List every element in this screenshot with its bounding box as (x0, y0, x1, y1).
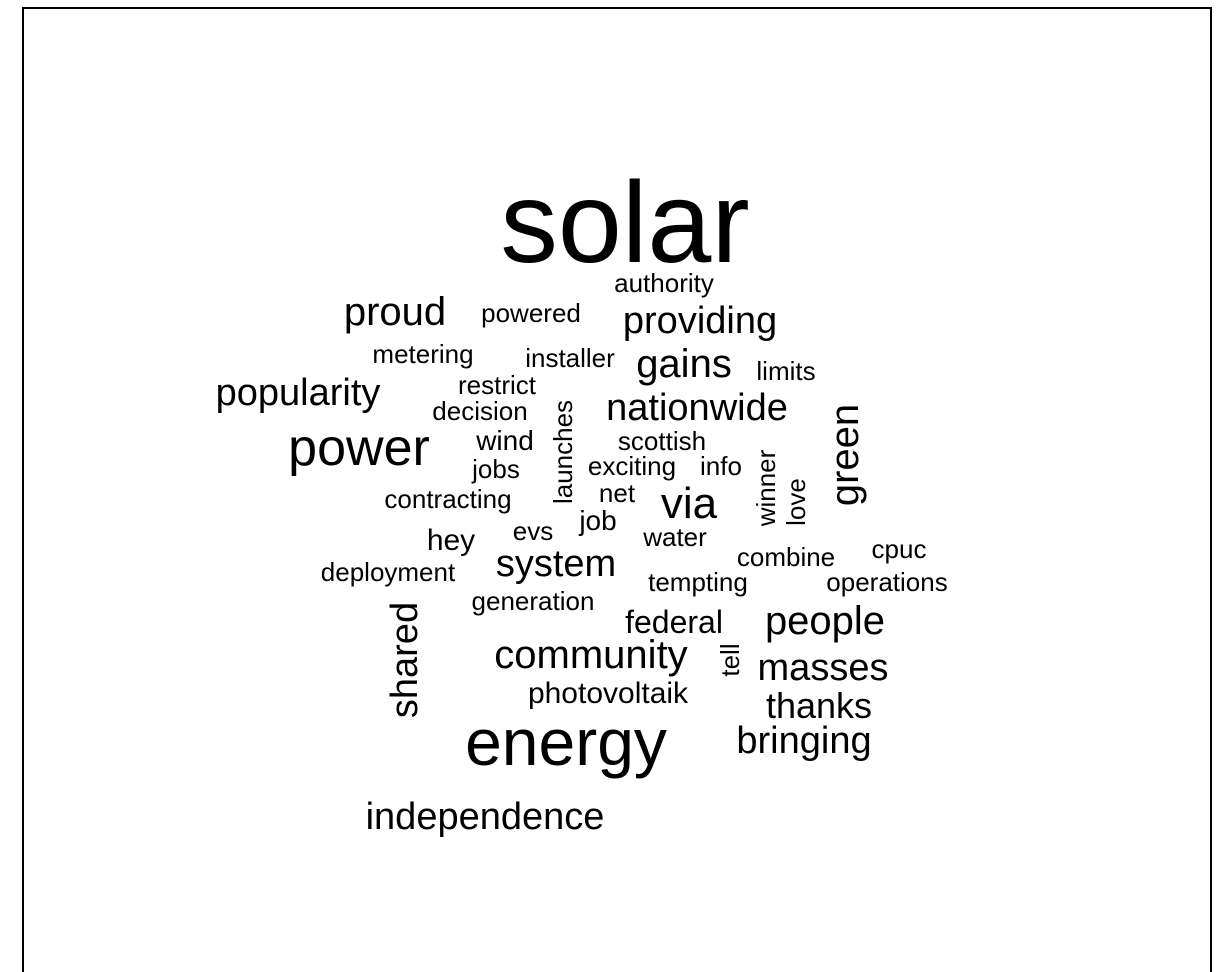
word: decision (432, 396, 527, 426)
word: operations (826, 567, 947, 597)
word: photovoltaik (528, 677, 689, 710)
word: job (578, 505, 616, 536)
word: deployment (321, 557, 456, 587)
word: water (642, 522, 707, 552)
word: evs (513, 516, 553, 546)
word: community (494, 633, 687, 677)
word: jobs (471, 454, 520, 484)
word: winner (751, 449, 781, 527)
word: independence (366, 796, 605, 838)
word: shared (384, 602, 426, 718)
word: via (661, 479, 718, 528)
word: power (288, 419, 430, 477)
word: contracting (384, 484, 511, 514)
frame (22, 7, 1212, 972)
word: wind (475, 425, 534, 456)
word: restrict (458, 370, 537, 400)
word: solar (500, 159, 749, 287)
word: green (823, 404, 867, 506)
word: net (599, 478, 636, 508)
word: cpuc (872, 534, 927, 564)
word: powered (481, 298, 581, 328)
word: masses (758, 647, 889, 689)
word: bringing (736, 720, 871, 762)
word: combine (737, 542, 835, 572)
word: generation (472, 586, 595, 616)
word: federal (625, 604, 723, 640)
word: info (700, 451, 742, 481)
word: hey (427, 524, 475, 557)
word: limits (756, 356, 815, 386)
word: metering (372, 339, 473, 369)
word: proud (344, 290, 446, 334)
word: providing (623, 300, 777, 342)
word: love (781, 478, 811, 526)
word: people (765, 599, 885, 643)
word: gains (636, 342, 732, 386)
word: tell (715, 643, 745, 676)
word: popularity (216, 372, 381, 414)
word: installer (525, 343, 615, 373)
word: system (496, 543, 616, 585)
word: nationwide (606, 387, 788, 429)
word: energy (465, 705, 667, 779)
word: tempting (648, 567, 748, 597)
word: authority (614, 268, 714, 298)
word: thanks (766, 685, 872, 726)
word: exciting (588, 451, 676, 481)
word: scottish (618, 426, 706, 456)
word: launches (548, 400, 578, 504)
